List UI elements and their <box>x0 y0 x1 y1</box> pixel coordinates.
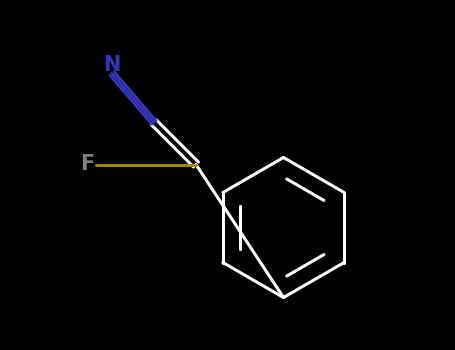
Text: N: N <box>103 55 121 75</box>
Text: F: F <box>81 154 95 175</box>
